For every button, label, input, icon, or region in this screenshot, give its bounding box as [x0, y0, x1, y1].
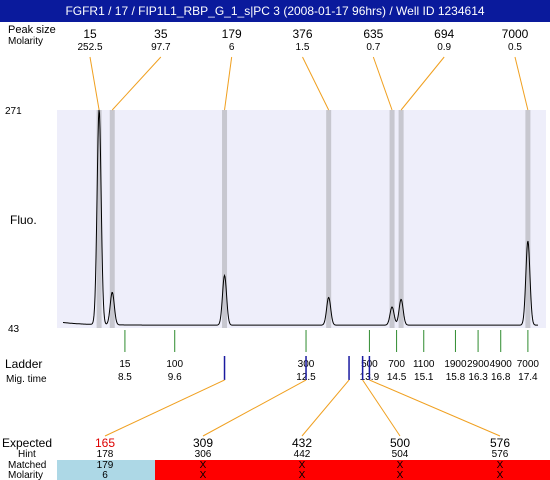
peak-connector [400, 56, 445, 111]
hint-value: 178 [97, 449, 114, 460]
expected-connector [369, 379, 501, 437]
ladder-time-label: 17.4 [518, 372, 538, 383]
matched-ok-bar [57, 460, 155, 480]
peak-size-label: 694 [434, 27, 454, 41]
expected-value: 309 [193, 436, 213, 450]
expected-label: Expected [2, 436, 52, 450]
matched-fail-bar [155, 460, 550, 480]
molarity-value: X [497, 470, 504, 480]
peak-size-label: 376 [292, 27, 312, 41]
plot-area [57, 110, 546, 328]
ladder-label: Ladder [5, 357, 42, 371]
peak-band [222, 110, 228, 328]
peak-size-label: 35 [154, 27, 168, 41]
ladder-time-label: 8.5 [118, 372, 132, 383]
peak-size-label: 15 [83, 27, 97, 41]
peak-size-label: 179 [222, 27, 242, 41]
peak-size-label: 7000 [502, 27, 529, 41]
peak-band [389, 110, 395, 328]
ladder-time-label: 14.5 [387, 372, 407, 383]
expected-connector [362, 379, 401, 437]
expected-connector [301, 379, 350, 437]
expected-connector [202, 379, 307, 437]
expected-value: 432 [292, 436, 312, 450]
ladder-size-label: 7000 [517, 359, 540, 370]
peak-band [398, 110, 404, 328]
peak-molarity-label: 252.5 [77, 42, 102, 53]
matched-value: 179 [97, 460, 114, 471]
peak-connector [89, 56, 100, 111]
expected-value: 165 [95, 436, 115, 450]
matched-value: X [397, 460, 404, 471]
molarity-bottom-label: Molarity [8, 470, 43, 480]
peak-molarity-label: 6 [229, 42, 235, 53]
expected-value: 576 [490, 436, 510, 450]
peak-connector [302, 56, 330, 111]
hint-value: 504 [392, 449, 409, 460]
molarity-value: 6 [102, 470, 108, 480]
expected-connector [104, 379, 225, 437]
molarity-value: X [397, 470, 404, 480]
peak-molarity-label: 97.7 [151, 42, 171, 53]
ladder-size-label: 1900 [444, 359, 467, 370]
y-min-label: 43 [8, 324, 20, 335]
ladder-size-label: 4900 [490, 359, 513, 370]
matched-label: Matched [8, 460, 46, 471]
peak-connector [111, 56, 162, 111]
ladder-time-label: 15.8 [446, 372, 466, 383]
peak-connector [372, 56, 393, 111]
y-axis-label: Fluo. [10, 213, 37, 227]
peak-row-label: Peak size [8, 24, 56, 36]
peak-molarity-label: 1.5 [296, 42, 310, 53]
hint-value: 576 [492, 449, 509, 460]
matched-value: X [299, 460, 306, 471]
molarity-row-label: Molarity [8, 36, 43, 47]
mig-time-label: Mig. time [6, 374, 47, 385]
peak-connector [514, 56, 529, 111]
hint-value: 306 [195, 449, 212, 460]
molarity-value: X [200, 470, 207, 480]
ladder-size-label: 1100 [413, 359, 435, 370]
peak-molarity-label: 0.7 [366, 42, 380, 53]
expected-value: 500 [390, 436, 410, 450]
matched-value: X [200, 460, 207, 471]
peak-band [96, 110, 102, 328]
y-max-label: 271 [5, 106, 22, 117]
matched-value: X [497, 460, 504, 471]
peak-molarity-label: 0.5 [508, 42, 522, 53]
peak-connector [224, 56, 233, 111]
ladder-time-label: 15.1 [414, 372, 434, 383]
ladder-size-label: 15 [119, 359, 131, 370]
hint-label: Hint [18, 449, 36, 460]
molarity-value: X [299, 470, 306, 480]
hint-value: 442 [294, 449, 311, 460]
ladder-time-label: 16.8 [491, 372, 511, 383]
peak-band [525, 110, 531, 328]
ladder-time-label: 9.6 [168, 372, 182, 383]
ladder-time-label: 16.3 [468, 372, 488, 383]
peak-molarity-label: 0.9 [437, 42, 451, 53]
ladder-size-label: 2900 [467, 359, 490, 370]
ladder-size-label: 100 [166, 359, 183, 370]
peak-size-label: 635 [363, 27, 383, 41]
peak-band [109, 110, 115, 328]
window-title: FGFR1 / 17 / FIP1L1_RBP_G_1_s|PC 3 (2008… [0, 0, 550, 22]
fluorescence-trace [63, 109, 538, 326]
peak-band [326, 110, 332, 328]
ladder-size-label: 700 [388, 359, 405, 370]
